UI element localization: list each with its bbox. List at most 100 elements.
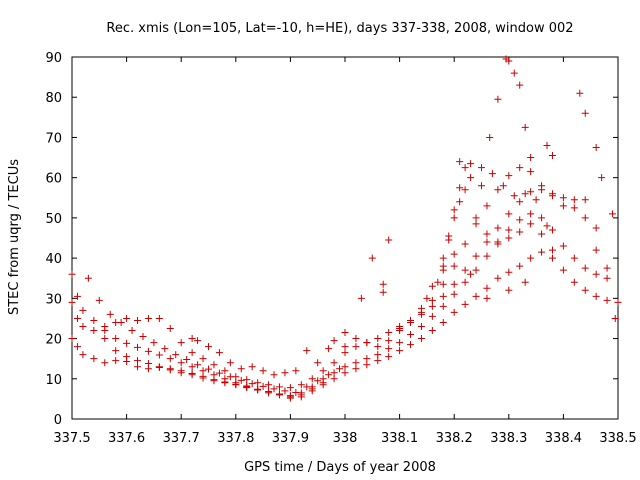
y-axis-label: STEC from uqrg / TECUs bbox=[7, 159, 22, 315]
data-point bbox=[286, 384, 294, 392]
data-point bbox=[73, 292, 81, 300]
data-point bbox=[439, 280, 447, 288]
data-point bbox=[144, 314, 152, 322]
data-point bbox=[374, 357, 382, 365]
data-point bbox=[570, 254, 578, 262]
data-point bbox=[330, 337, 338, 345]
data-point bbox=[439, 318, 447, 326]
data-point bbox=[101, 335, 109, 343]
data-point bbox=[417, 304, 425, 312]
data-point bbox=[614, 298, 622, 306]
data-point bbox=[461, 266, 469, 274]
data-point bbox=[352, 343, 360, 351]
data-point bbox=[592, 246, 600, 254]
data-point bbox=[570, 204, 578, 212]
data-point bbox=[177, 339, 185, 347]
data-point bbox=[68, 270, 76, 278]
data-point bbox=[461, 240, 469, 248]
data-point bbox=[374, 343, 382, 351]
data-point bbox=[439, 292, 447, 300]
data-point bbox=[308, 387, 316, 395]
data-point bbox=[385, 337, 393, 345]
data-point bbox=[505, 268, 513, 276]
data-point bbox=[516, 164, 524, 172]
data-point bbox=[538, 214, 546, 222]
data-point bbox=[379, 288, 387, 296]
y-tick-label: 40 bbox=[45, 252, 62, 267]
data-point bbox=[559, 242, 567, 250]
data-point bbox=[516, 262, 524, 270]
data-point bbox=[286, 394, 294, 402]
data-point bbox=[527, 188, 535, 196]
data-point bbox=[341, 363, 349, 371]
data-point bbox=[90, 355, 98, 363]
data-point bbox=[325, 345, 333, 353]
data-point bbox=[396, 347, 404, 355]
x-tick-label: 337.9 bbox=[272, 431, 309, 446]
data-point bbox=[516, 228, 524, 236]
data-point bbox=[166, 366, 174, 374]
data-point bbox=[428, 312, 436, 320]
data-point bbox=[275, 383, 283, 391]
data-point bbox=[527, 168, 535, 176]
data-point bbox=[598, 174, 606, 182]
data-point bbox=[456, 198, 464, 206]
data-point bbox=[325, 371, 333, 379]
data-point bbox=[521, 190, 529, 198]
data-point bbox=[139, 333, 147, 341]
data-point bbox=[79, 322, 87, 330]
data-point bbox=[259, 382, 267, 390]
y-tick-label: 80 bbox=[45, 91, 62, 106]
data-point bbox=[226, 359, 234, 367]
data-point bbox=[543, 141, 551, 149]
data-point bbox=[570, 196, 578, 204]
data-point bbox=[172, 351, 180, 359]
data-point bbox=[292, 388, 300, 396]
data-point bbox=[270, 371, 278, 379]
data-point bbox=[483, 230, 491, 238]
data-point bbox=[194, 337, 202, 345]
data-point bbox=[90, 327, 98, 335]
data-point bbox=[374, 351, 382, 359]
data-point bbox=[123, 314, 131, 322]
data-point bbox=[417, 322, 425, 330]
x-axis-label: GPS time / Days of year 2008 bbox=[244, 460, 436, 475]
data-point bbox=[581, 196, 589, 204]
data-point bbox=[548, 246, 556, 254]
data-point bbox=[232, 373, 240, 381]
data-point bbox=[248, 380, 256, 388]
data-point bbox=[379, 280, 387, 288]
data-point bbox=[581, 214, 589, 222]
data-point bbox=[505, 210, 513, 218]
data-point bbox=[483, 238, 491, 246]
data-point bbox=[450, 262, 458, 270]
data-point bbox=[603, 274, 611, 282]
x-tick-label: 337.8 bbox=[217, 431, 254, 446]
data-point bbox=[461, 300, 469, 308]
data-point bbox=[581, 286, 589, 294]
data-point bbox=[428, 296, 436, 304]
data-point bbox=[603, 296, 611, 304]
data-point bbox=[434, 278, 442, 286]
data-point bbox=[368, 254, 376, 262]
data-point bbox=[407, 331, 415, 339]
data-point bbox=[428, 302, 436, 310]
x-tick-label: 338.1 bbox=[381, 431, 418, 446]
data-point bbox=[439, 262, 447, 270]
y-tick-label: 90 bbox=[45, 51, 62, 66]
data-point bbox=[194, 361, 202, 369]
data-point bbox=[527, 154, 535, 162]
x-tick-label: 338.2 bbox=[436, 431, 473, 446]
data-point bbox=[581, 109, 589, 117]
data-point bbox=[215, 369, 223, 377]
data-point bbox=[439, 254, 447, 262]
data-point bbox=[510, 69, 518, 77]
x-tick-label: 337.5 bbox=[53, 431, 90, 446]
data-point bbox=[281, 369, 289, 377]
data-point bbox=[357, 294, 365, 302]
data-point bbox=[472, 292, 480, 300]
data-point bbox=[407, 316, 415, 324]
data-point bbox=[199, 374, 207, 382]
data-point bbox=[581, 264, 589, 272]
